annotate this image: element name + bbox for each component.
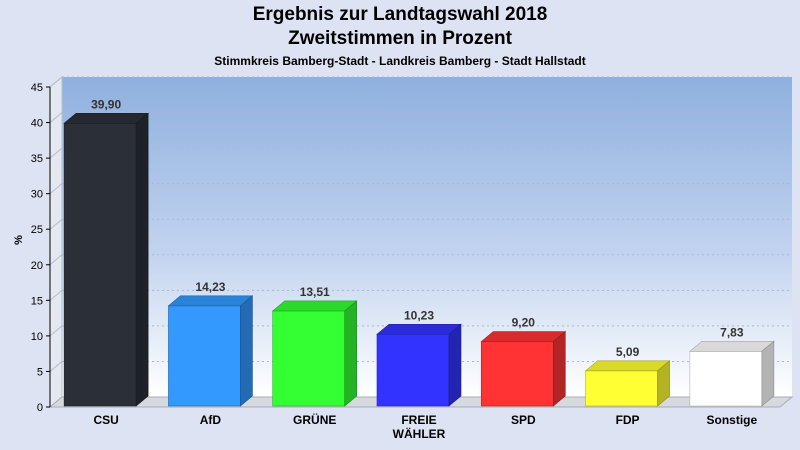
bar-side xyxy=(240,295,253,407)
x-tick-label: CSU xyxy=(93,413,118,427)
bar-side xyxy=(344,300,358,407)
bar-side xyxy=(552,330,566,407)
bar-top xyxy=(689,341,775,352)
bar-value-label: 14,23 xyxy=(195,280,225,294)
bar xyxy=(168,305,241,407)
gridline-side xyxy=(49,183,63,195)
y-tick-label: 10 xyxy=(31,331,43,343)
gridline-side xyxy=(49,361,63,372)
y-tick-label: 40 xyxy=(31,118,43,130)
bar-value-label: 5,09 xyxy=(616,345,640,359)
x-tick-label: SPD xyxy=(511,413,536,427)
bar xyxy=(585,370,658,407)
bar-value-label: 7,83 xyxy=(720,325,744,339)
x-tick-label: Sonstige xyxy=(707,413,758,427)
gridline-side xyxy=(49,147,63,159)
y-tick-label: 5 xyxy=(37,366,43,378)
y-tick-label: 15 xyxy=(31,295,43,307)
y-tick-label: 20 xyxy=(31,260,43,272)
bar-side xyxy=(135,112,149,407)
bar-top xyxy=(376,323,462,335)
x-tick-label: FREIE xyxy=(401,413,436,427)
bar-top xyxy=(271,300,358,312)
gridline-side xyxy=(49,218,63,230)
bar-top xyxy=(480,331,567,342)
bar xyxy=(480,341,554,407)
bar-top xyxy=(584,360,671,372)
y-tick-label: 45 xyxy=(31,82,43,94)
bar-top xyxy=(63,112,149,124)
gridline-side xyxy=(49,289,63,301)
bar-value-label: 39,90 xyxy=(91,97,121,111)
bar-value-label: 9,20 xyxy=(512,316,536,330)
bar-value-label: 13,51 xyxy=(300,285,330,299)
plot-side-wall xyxy=(49,75,63,409)
bar-side xyxy=(761,340,775,407)
bar-side xyxy=(657,360,670,407)
bar xyxy=(689,351,763,407)
y-axis-label: % xyxy=(13,235,25,245)
y-tick-label: 25 xyxy=(31,224,43,236)
bar xyxy=(63,122,137,407)
bar-top xyxy=(167,295,254,307)
bar xyxy=(272,310,346,407)
x-tick-label: AfD xyxy=(200,413,222,427)
gridline-side xyxy=(49,254,63,266)
bar-side xyxy=(448,323,462,407)
chart-region-subtitle: Stimmkreis Bamberg-Stadt - Landkreis Bam… xyxy=(214,54,586,68)
y-tick-label: 0 xyxy=(37,402,43,414)
bar xyxy=(376,333,450,407)
x-tick-label: WÄHLER xyxy=(393,426,446,441)
chart-subtitle: Zweitstimmen in Prozent xyxy=(288,28,512,49)
gridline-side xyxy=(49,112,63,123)
x-tick-label: FDP xyxy=(616,413,640,427)
bars: 39,90 14,23 13,51 10,23 9,20 5,09 7,83 xyxy=(63,97,775,407)
x-tick-label: GRÜNE xyxy=(293,412,336,427)
chart-title: Ergebnis zur Landtagswahl 2018 xyxy=(252,4,548,25)
gridline-side xyxy=(49,76,63,88)
y-tick-label: 30 xyxy=(31,189,43,201)
y-axis: 0 5 10 15 20 25 30 35 40 45 xyxy=(31,82,51,414)
bar-value-label: 10,23 xyxy=(404,308,434,322)
gridline-side xyxy=(49,325,63,337)
y-tick-label: 35 xyxy=(31,153,43,165)
